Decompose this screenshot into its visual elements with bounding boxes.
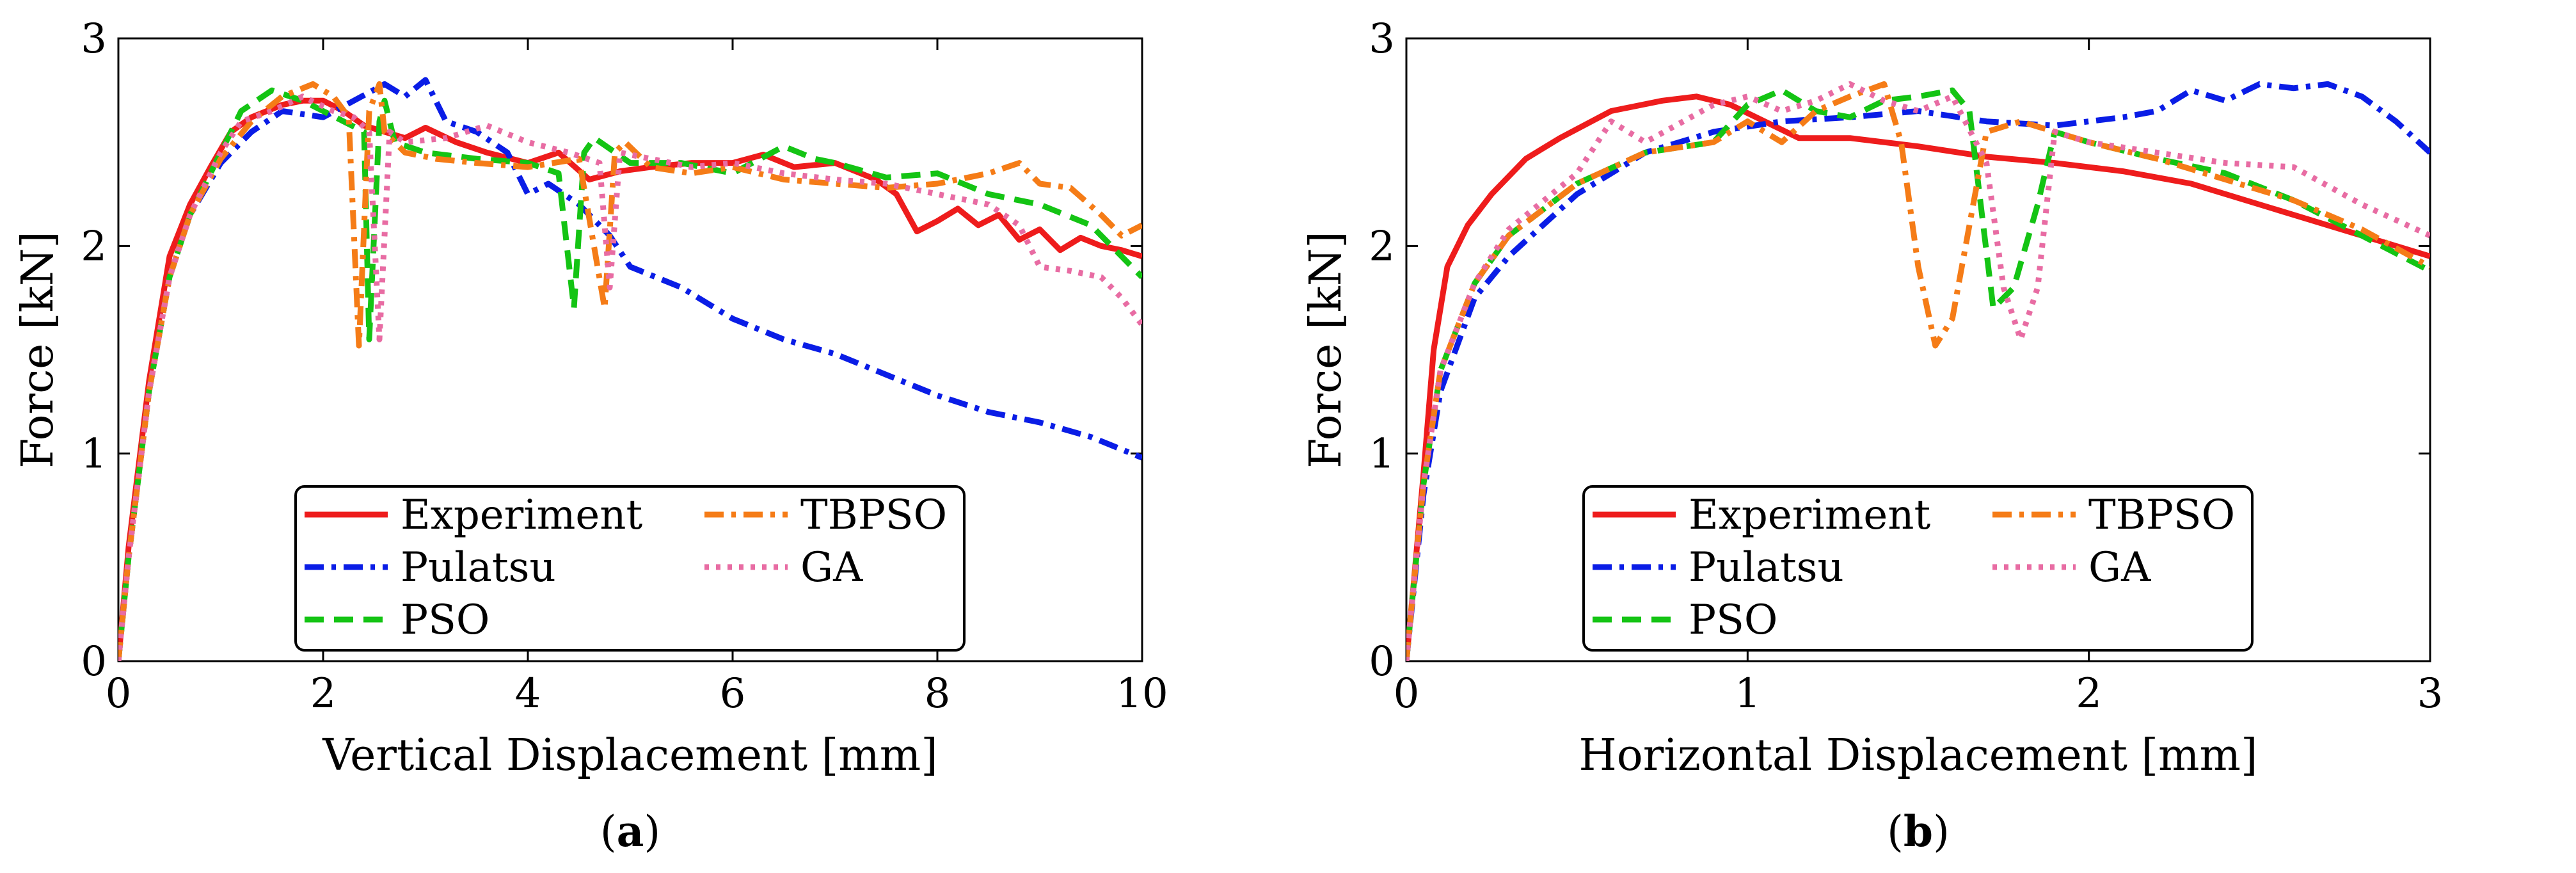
y-tick-label: 1	[1369, 431, 1395, 478]
x-tick-label: 0	[106, 670, 132, 717]
series-line-tbpso	[118, 81, 1142, 661]
y-tick-label: 1	[81, 431, 107, 478]
y-tick-label: 3	[1369, 15, 1395, 63]
legend-label: Pulatsu	[1689, 544, 1844, 591]
series-line-ga	[118, 93, 1142, 661]
legend-box	[294, 485, 966, 652]
legend-label: Experiment	[401, 492, 643, 539]
x-tick-label: 0	[1394, 670, 1420, 717]
x-axis-label: Horizontal Displacement [mm]	[1578, 730, 2257, 781]
legend-box	[1582, 485, 2254, 652]
series-line-pso	[118, 87, 1142, 661]
chart-a: 0 2 4 6 8 10 0 1 2 3 Vertical Displacement [mm] For…	[13, 15, 1168, 856]
x-axis-label: Vertical Displacement [mm]	[322, 730, 937, 781]
x-tick-label: 2	[2076, 670, 2102, 717]
x-tick-label: 10	[1116, 670, 1168, 717]
legend-label: Pulatsu	[401, 544, 556, 591]
series-line-pulatsu	[1406, 81, 2430, 661]
subfigure-caption: (a)	[600, 806, 660, 856]
chart-b: 0 1 2 3 0 1 2 3 Horizontal Displacement [mm] Forc…	[1301, 15, 2444, 856]
plot-frame	[117, 37, 1143, 662]
x-tick-label: 6	[720, 670, 746, 717]
legend-label: Experiment	[1689, 492, 1931, 539]
legend-label: TBPSO	[2088, 492, 2235, 539]
x-tick-label: 4	[515, 670, 541, 717]
legend-label: GA	[800, 544, 863, 591]
legend-label: GA	[2088, 544, 2151, 591]
series-line-tbpso	[1406, 81, 2430, 661]
y-tick-label: 3	[81, 15, 107, 63]
y-axis-label: Force [kN]	[1301, 231, 1351, 469]
x-tick-label: 2	[310, 670, 337, 717]
y-tick-label: 2	[1369, 223, 1395, 270]
caption-letter: b	[1904, 806, 1933, 856]
subfigure-caption: (b)	[1887, 806, 1950, 856]
legend-label: PSO	[1689, 597, 1777, 644]
y-axis-label: Force [kN]	[13, 231, 63, 469]
y-tick-label: 0	[81, 638, 107, 685]
x-tick-label: 3	[2417, 670, 2444, 717]
plot-frame	[1405, 37, 2431, 662]
caption-letter: a	[617, 806, 644, 856]
legend-label: TBPSO	[800, 492, 947, 539]
series-line-ga	[1406, 81, 2430, 661]
x-tick-label: 1	[1735, 670, 1761, 717]
series-group	[118, 77, 1142, 661]
y-tick-label: 2	[81, 223, 107, 270]
series-line-experiment	[1406, 93, 2430, 661]
legend-label: PSO	[401, 597, 489, 644]
x-tick-label: 8	[925, 670, 951, 717]
y-tick-label: 0	[1369, 638, 1395, 685]
series-group	[1406, 81, 2430, 661]
